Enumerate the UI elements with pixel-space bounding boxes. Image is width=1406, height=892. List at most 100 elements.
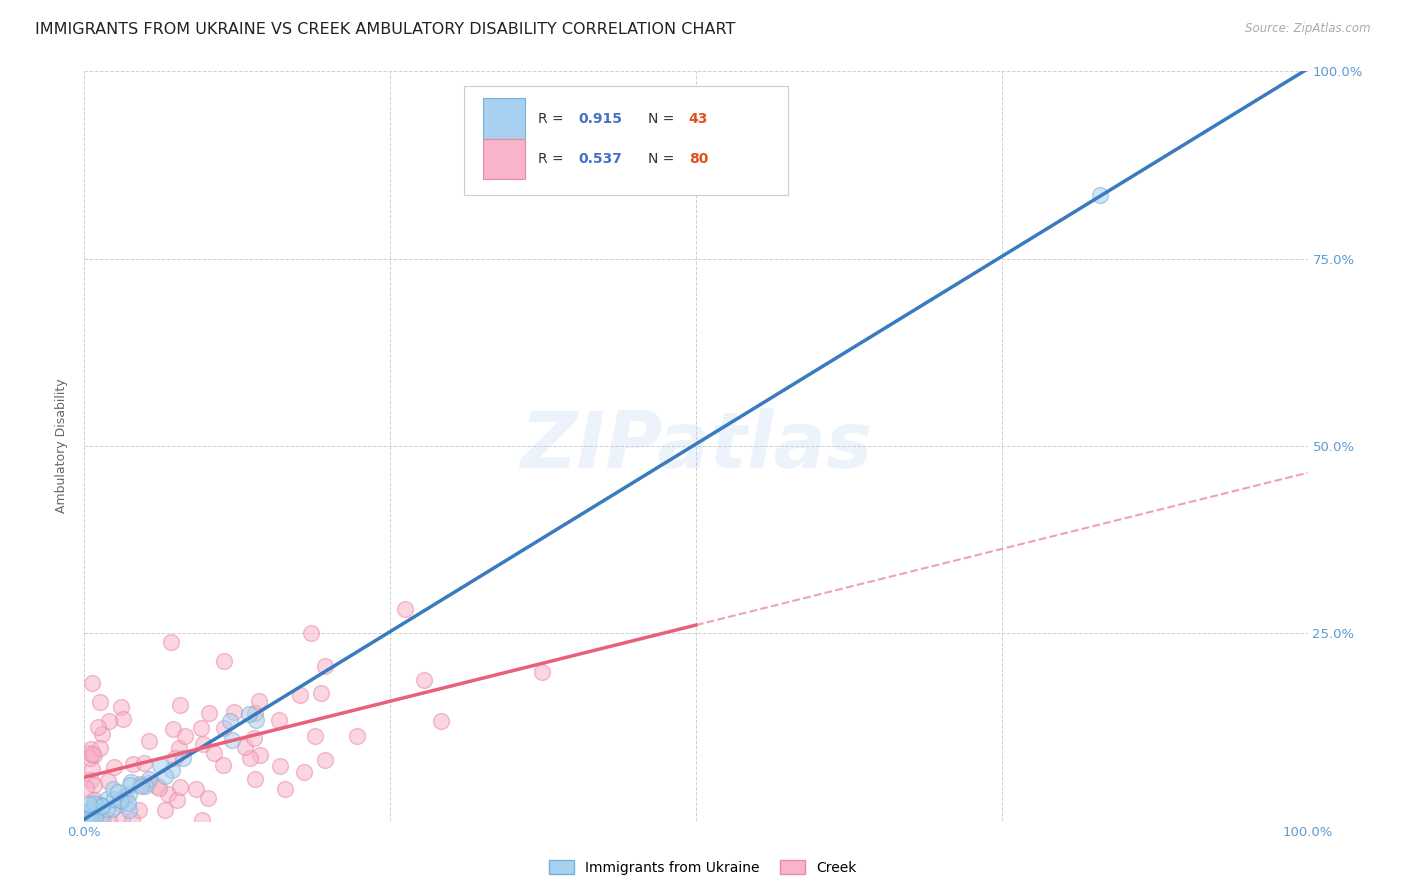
Legend: Immigrants from Ukraine, Creek: Immigrants from Ukraine, Creek — [544, 855, 862, 880]
Point — [148, 781, 170, 796]
Point — [82, 676, 104, 690]
Point — [103, 760, 125, 774]
Y-axis label: Ambulatory Disability: Ambulatory Disability — [55, 379, 69, 513]
Point — [165, 751, 187, 765]
Point — [155, 803, 177, 817]
Point — [80, 800, 103, 814]
Point — [118, 803, 141, 817]
Point — [247, 694, 270, 708]
Point — [91, 799, 114, 814]
Text: R =: R = — [538, 152, 568, 166]
Point — [1088, 188, 1111, 202]
Text: 80: 80 — [689, 152, 709, 166]
Point — [117, 796, 139, 810]
Point — [156, 787, 179, 801]
FancyBboxPatch shape — [484, 139, 524, 179]
Point — [83, 793, 105, 807]
Point — [413, 673, 436, 688]
Point — [211, 758, 233, 772]
Point — [288, 688, 311, 702]
Point — [299, 625, 322, 640]
Point — [114, 789, 136, 804]
Point — [83, 805, 105, 819]
Point — [91, 799, 114, 814]
Point — [166, 793, 188, 807]
Text: 43: 43 — [689, 112, 709, 126]
Point — [83, 778, 105, 792]
Point — [311, 686, 333, 700]
Point — [121, 813, 143, 827]
Point — [197, 791, 219, 805]
Text: N =: N = — [648, 112, 679, 126]
Point — [129, 779, 152, 793]
Point — [76, 812, 98, 826]
Point — [134, 779, 156, 793]
Text: 0.915: 0.915 — [578, 112, 623, 126]
Point — [91, 727, 114, 741]
Point — [136, 776, 159, 790]
Point — [108, 793, 131, 807]
Point — [212, 654, 235, 668]
Point — [75, 781, 97, 796]
Point — [90, 811, 112, 825]
Point — [83, 813, 105, 827]
Point — [169, 780, 191, 794]
Point — [430, 714, 453, 728]
Point — [76, 813, 98, 827]
Point — [191, 813, 214, 827]
Point — [80, 747, 103, 761]
Point — [245, 706, 267, 720]
Point — [84, 811, 107, 825]
Point — [120, 778, 142, 792]
Point — [79, 772, 101, 787]
Point — [184, 782, 207, 797]
Point — [90, 797, 112, 812]
Point — [84, 797, 107, 811]
Point — [97, 774, 120, 789]
Point — [190, 721, 212, 735]
Point — [167, 740, 190, 755]
Point — [245, 713, 267, 727]
Point — [110, 794, 132, 808]
Point — [224, 705, 246, 719]
Point — [249, 747, 271, 762]
Text: 0.537: 0.537 — [578, 152, 623, 166]
Point — [160, 635, 183, 649]
Point — [112, 712, 135, 726]
Point — [212, 721, 235, 735]
Point — [314, 658, 336, 673]
Point — [101, 781, 124, 796]
Point — [531, 665, 554, 679]
Point — [97, 714, 120, 728]
Point — [269, 759, 291, 773]
Point — [82, 763, 104, 777]
Point — [111, 791, 134, 805]
Point — [76, 813, 98, 827]
Point — [314, 753, 336, 767]
Point — [274, 782, 297, 797]
Point — [110, 699, 132, 714]
Point — [292, 765, 315, 780]
Point — [242, 731, 264, 745]
Point — [304, 729, 326, 743]
Point — [118, 787, 141, 801]
Point — [122, 756, 145, 771]
Point — [96, 802, 118, 816]
Point — [103, 792, 125, 806]
Point — [77, 747, 100, 761]
Point — [76, 805, 98, 820]
Text: R =: R = — [538, 112, 568, 126]
Point — [155, 769, 177, 783]
Point — [218, 714, 240, 728]
Point — [169, 698, 191, 713]
Point — [82, 806, 104, 821]
Point — [111, 813, 134, 827]
Point — [80, 813, 103, 827]
Point — [89, 740, 111, 755]
Point — [394, 601, 416, 615]
Point — [89, 695, 111, 709]
Text: IMMIGRANTS FROM UKRAINE VS CREEK AMBULATORY DISABILITY CORRELATION CHART: IMMIGRANTS FROM UKRAINE VS CREEK AMBULAT… — [35, 22, 735, 37]
Point — [75, 813, 97, 827]
Point — [80, 742, 103, 756]
Point — [93, 813, 115, 827]
